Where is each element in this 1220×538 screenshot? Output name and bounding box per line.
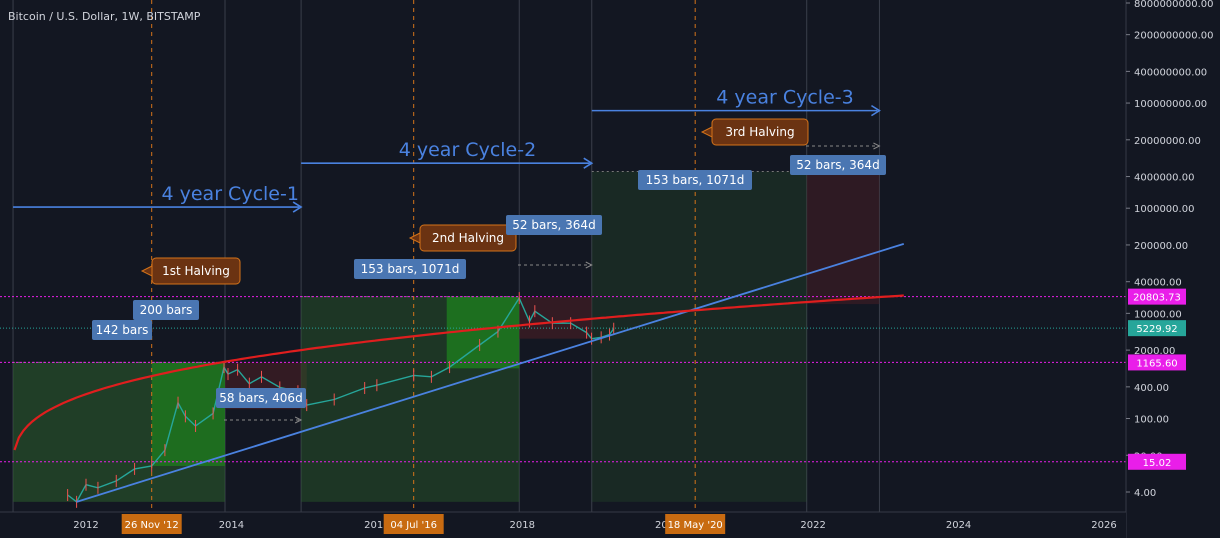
price-label: 1165.60 (1136, 358, 1177, 369)
cycle-arrow-head (583, 157, 594, 169)
halving-callout: 3rd Halving (700, 118, 809, 146)
x-tick-label: 2024 (946, 520, 971, 531)
halving-label: 1st Halving (162, 264, 230, 278)
bar-count-label-box (506, 215, 602, 235)
price-label-box (1128, 453, 1186, 470)
bar-count-label-box (133, 300, 199, 320)
y-tick-label: 200000.00 (1134, 241, 1188, 252)
y-tick-label: 100000000.00 (1134, 99, 1207, 110)
bar-count-label: 142 bars (96, 323, 149, 337)
y-tick-label: 1000000.00 (1134, 204, 1194, 215)
cycle-arrow-head (292, 201, 303, 213)
date-marker-box (665, 514, 726, 534)
halving-callout-pointer (140, 265, 153, 277)
price-label: 5229.92 (1136, 324, 1177, 335)
zone-box (446, 296, 520, 369)
x-tick-label: 2022 (800, 520, 825, 531)
cycle-arrow-head (871, 104, 881, 117)
cycle-label: 4 year Cycle-2 (399, 139, 536, 161)
date-marker-box (383, 514, 444, 534)
cycle-label: 4 year Cycle-3 (716, 87, 853, 109)
measure-arrow-head (294, 416, 303, 424)
zone-box (591, 171, 807, 502)
bar-count-label: 153 bars, 1071d (361, 262, 460, 276)
halving-label: 2nd Halving (432, 231, 504, 245)
halving-callout-pointer (700, 126, 713, 138)
y-tick-label: 2000000000.00 (1134, 31, 1214, 42)
bar-count-label-box (216, 388, 306, 408)
bar-count-label-box (92, 320, 152, 340)
price-label-box (1128, 354, 1186, 371)
bar-count-label: 200 bars (140, 303, 193, 317)
y-tick-label: 400.00 (1134, 383, 1169, 394)
date-marker-label: 18 May '20 (668, 520, 723, 531)
bar-count-label: 52 bars, 364d (796, 158, 879, 172)
x-tick-label: 2026 (1091, 520, 1116, 531)
trend-line (76, 242, 905, 503)
date-marker-label: 04 Jul '16 (390, 520, 437, 531)
bar-count-label: 153 bars, 1071d (646, 173, 745, 187)
x-tick-label: 2016 (364, 520, 389, 531)
bar-count-label-box (790, 155, 886, 175)
price-label-box (1128, 320, 1186, 337)
y-tick-label: 10000.00 (1134, 309, 1182, 320)
zone-box (151, 362, 226, 466)
log-growth-curve (13, 294, 904, 451)
y-axis-panel (1126, 0, 1220, 538)
y-tick-label: 8000000000.00 (1134, 0, 1214, 10)
price-label: 15.02 (1143, 458, 1172, 469)
halving-label: 3rd Halving (725, 125, 794, 139)
x-tick-label: 2018 (510, 520, 535, 531)
price-label-box (1128, 288, 1186, 305)
halving-callout: 1st Halving (140, 257, 241, 285)
date-marker-label: 26 Nov '12 (125, 520, 179, 531)
zone-box (519, 296, 592, 339)
bar-count-label: 52 bars, 364d (512, 218, 595, 232)
y-tick-label: 40000.00 (1134, 278, 1182, 289)
y-tick-label: 20000000.00 (1134, 136, 1201, 147)
zone-box (806, 171, 880, 305)
halving-callout: 2nd Halving (408, 224, 517, 252)
measure-arrow-head (873, 142, 881, 150)
bar-count-label-box (354, 259, 466, 279)
cycle-label: 4 year Cycle-1 (162, 183, 299, 205)
measure-arrow-head (585, 261, 593, 269)
y-tick-label: 2000.00 (1134, 346, 1175, 357)
y-tick-label: 4.00 (1134, 488, 1156, 499)
x-tick-label: 2014 (219, 520, 244, 531)
price-label: 20803.73 (1133, 293, 1181, 304)
y-tick-label: 400000000.00 (1134, 67, 1207, 78)
y-tick-label: 100.00 (1134, 415, 1169, 426)
bar-count-label: 58 bars, 406d (219, 391, 302, 405)
halving-callout-pointer (408, 232, 421, 244)
x-axis-panel (0, 512, 1126, 538)
x-tick-label: 2012 (73, 520, 98, 531)
chart-title: Bitcoin / U.S. Dollar, 1W, BITSTAMP (8, 10, 201, 23)
date-marker-box (121, 514, 182, 534)
bar-count-label-box (638, 170, 752, 190)
y-tick-label: 4000000.00 (1134, 173, 1194, 184)
